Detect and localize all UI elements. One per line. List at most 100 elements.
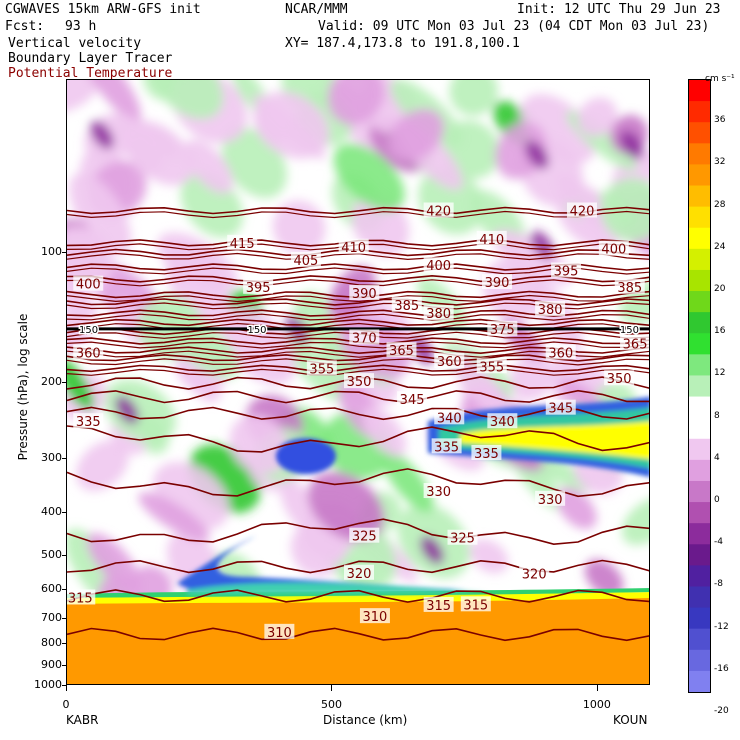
contour-label-325: 325: [352, 530, 377, 545]
y-tick-mark: [62, 617, 66, 619]
contour-label-350: 350: [607, 372, 632, 387]
colorbar-swatch: [689, 670, 710, 693]
colorbar-tick-24: 24: [714, 241, 726, 252]
colorbar-swatch: [689, 80, 710, 102]
contour-label-bg: [359, 608, 390, 624]
contour-label-bg: [535, 301, 566, 317]
contour-label-bg: [290, 251, 321, 267]
colorbar-swatch: [689, 459, 710, 482]
colorbar-swatch: [689, 607, 710, 630]
velocity-blob: [290, 520, 346, 577]
velocity-blob: [138, 125, 180, 158]
contour-label-345: 345: [548, 402, 573, 417]
x-tick-mark: [66, 685, 67, 691]
contour-label-bg: [598, 240, 629, 256]
contour-label-365: 365: [623, 337, 648, 352]
contour-label-bg: [476, 230, 507, 246]
colorbar-swatch: [689, 375, 710, 398]
contour-label-330: 330: [426, 485, 451, 500]
x-axis-label: Distance (km): [323, 713, 408, 727]
contour-label-bg: [604, 370, 635, 386]
velocity-blob: [333, 143, 405, 211]
velocity-blob: [272, 200, 326, 255]
velocity-blob: [67, 273, 98, 320]
contour-label-bg: [434, 353, 465, 369]
contour-label-400: 400: [76, 278, 101, 293]
vertical-velocity-field: [67, 80, 649, 616]
velocity-blob: [67, 80, 101, 113]
y-tick-mark: [62, 512, 66, 514]
tracer-yellow-band: [67, 592, 649, 604]
contour-label-bg: [386, 342, 417, 358]
contour-label-bg: [423, 202, 454, 218]
colorbar-swatch: [689, 185, 710, 208]
contour-label-385: 385: [394, 299, 419, 314]
contour-label-bg: [614, 278, 645, 294]
colorbar-tick-8: 8: [714, 410, 720, 421]
legend-boundary-layer-tracer: Boundary Layer Tracer: [8, 51, 173, 66]
velocity-blob: [229, 414, 290, 475]
colorbar-swatch: [689, 438, 710, 461]
theta-contour-380: [67, 318, 649, 327]
theta-contour-minor: [67, 368, 649, 376]
colorbar-swatch: [689, 480, 710, 503]
theta-contour-385: [67, 309, 649, 317]
theta-contour-minor: [67, 341, 649, 349]
contour-label-335: 335: [434, 440, 459, 455]
colorbar-tick--4: -4: [714, 537, 723, 548]
velocity-blob: [103, 379, 177, 443]
contour-label-bg: [67, 589, 96, 605]
fcst-value: 93 h: [65, 19, 97, 34]
colorbar-swatch: [689, 227, 710, 250]
contour-label-340: 340: [490, 415, 515, 430]
contour-label-400: 400: [426, 259, 451, 274]
contour-label-bg: [264, 623, 295, 639]
velocity-blob: [381, 449, 434, 512]
colorbar-swatch: [689, 248, 710, 271]
contour-label-bg: [423, 596, 454, 612]
reference-label: 150: [247, 325, 266, 336]
velocity-blob: [67, 311, 90, 356]
velocity-core: [90, 120, 114, 150]
contour-label-bg: [551, 262, 582, 278]
colorbar-swatch: [689, 143, 710, 165]
init-time: Init: 12 UTC Thu 29 Jun 23: [517, 2, 721, 17]
contour-label-365: 365: [389, 344, 414, 359]
contour-label-bg: [423, 305, 454, 321]
contour-label-310: 310: [267, 626, 292, 641]
colorbar-tick-32: 32: [714, 157, 726, 168]
y-tick-300: 300: [41, 451, 62, 465]
theta-contour-345: [67, 389, 649, 404]
model-title: CGWAVES 15km ARW-GFS init: [5, 2, 201, 17]
colorbar-swatch: [689, 523, 710, 545]
velocity-blob: [600, 177, 649, 242]
contour-label-420: 420: [570, 204, 595, 219]
contour-label-bg: [434, 409, 465, 425]
contour-label-bg: [227, 234, 258, 250]
contour-label-bg: [349, 285, 380, 301]
contour-label-bg: [545, 399, 576, 415]
contour-label-370: 370: [352, 331, 377, 346]
velocity-blob: [307, 471, 385, 541]
velocity-blob: [220, 305, 297, 385]
colorbar-swatch: [689, 586, 710, 609]
contour-label-330: 330: [538, 493, 563, 508]
contour-label-bg: [338, 238, 369, 254]
colorbar: [688, 79, 711, 693]
colorbar-tick-28: 28: [714, 199, 726, 210]
theta-contour-minor: [67, 210, 649, 219]
y-tick-mark: [62, 588, 66, 590]
contour-label-bg: [349, 329, 380, 345]
theta-contour-315: [67, 589, 649, 603]
theta-contour-minor: [67, 358, 649, 366]
y-tick-mark: [62, 554, 66, 556]
contour-label-bg: [566, 202, 597, 218]
valid-time: Valid: 09 UTC Mon 03 Jul 23 (04 CDT Mon …: [318, 19, 710, 34]
colorbar-swatches: [689, 80, 710, 693]
velocity-blob: [449, 80, 499, 116]
colorbar-tick-36: 36: [714, 115, 726, 126]
velocity-blob: [67, 355, 95, 411]
y-tick-mark: [62, 382, 66, 383]
colorbar-swatch: [689, 417, 710, 440]
